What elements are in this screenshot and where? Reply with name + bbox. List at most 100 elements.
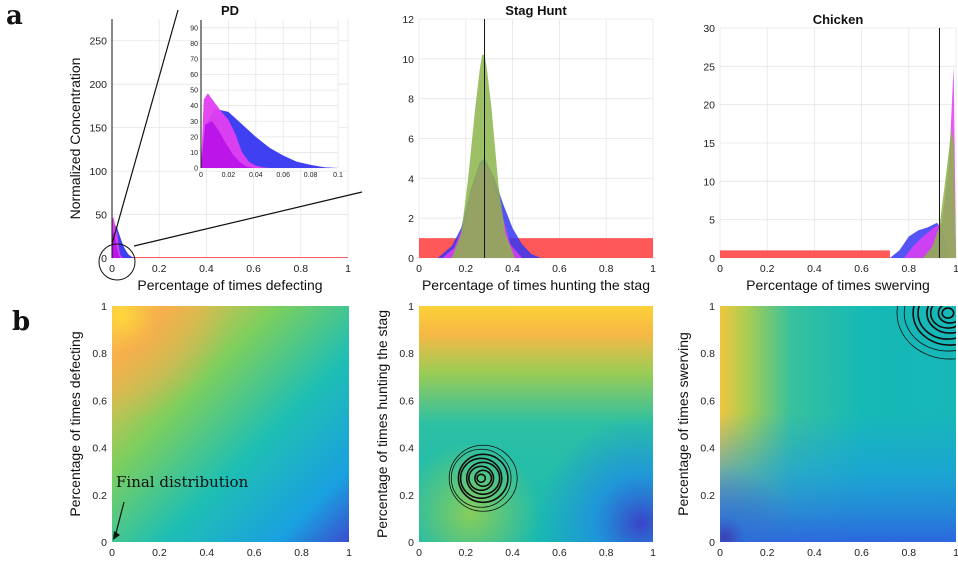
y-axis-label: Percentage of times hunting the stag <box>374 310 390 538</box>
stag-hunt-colormap: 0 0.2 0.4 0.6 0.8 1 0 0.2 0.4 0.6 0.8 1 Percentage o… <box>374 301 656 559</box>
x-tick-label: 0 <box>717 547 723 559</box>
x-tick-label: 0.8 <box>294 547 309 559</box>
y-tick-label: 80 <box>190 41 198 48</box>
chicken-histogram: 0 0.2 0.4 0.6 0.8 1051015202530ChickenPercent… <box>703 12 958 293</box>
y-tick-label: 60 <box>190 72 198 79</box>
y-tick-label: 10 <box>703 176 715 188</box>
y-tick-label: 0 <box>408 253 414 265</box>
contour-line <box>450 448 512 508</box>
x-tick-label: 0 <box>109 263 115 275</box>
x-tick-label: 0.4 <box>199 547 214 559</box>
x-tick-label: 0.2 <box>760 263 775 275</box>
y-tick-label: 150 <box>89 123 107 135</box>
series-2-area <box>201 121 254 168</box>
x-tick-label: 0.8 <box>901 547 916 559</box>
contour-line <box>459 457 503 500</box>
y-tick-label: 50 <box>190 88 198 95</box>
zoom-circle <box>98 243 136 281</box>
y-tick-label: 0.4 <box>92 443 107 455</box>
zoom-connector-top <box>111 9 179 245</box>
contour-line <box>941 307 955 319</box>
contour-line <box>903 306 956 352</box>
contour-rings <box>896 306 956 360</box>
contour-line <box>917 306 956 340</box>
x-tick-label: 0.2 <box>152 263 167 275</box>
y-tick-label: 15 <box>703 138 715 150</box>
x-tick-label: 1 <box>953 547 958 559</box>
y-tick-label: 25 <box>703 61 715 73</box>
y-tick-label: 0.8 <box>92 348 107 360</box>
y-tick-label: 0 <box>101 537 107 549</box>
colormap-layer-2 <box>720 306 956 542</box>
y-tick-label: 10 <box>402 54 414 66</box>
y-tick-label: 1 <box>709 301 715 313</box>
panel-label-b: b <box>12 307 30 337</box>
y-tick-label: 100 <box>89 166 107 178</box>
y-tick-label: 8 <box>408 94 414 106</box>
y-tick-label: 0.6 <box>92 395 107 407</box>
pd-inset: 0 0.02 0.04 0.06 0.08 0.1 0 10 20 30 40 50 60 70 80 90 <box>190 20 343 179</box>
y-tick-label: 90 <box>190 25 198 32</box>
contour-line <box>476 473 487 484</box>
x-tick-label: 0.6 <box>247 547 262 559</box>
series-0-area <box>720 250 890 258</box>
annotation-arrow-head <box>113 531 120 540</box>
chart-title: Stag Hunt <box>505 3 567 18</box>
x-tick-label: 0.08 <box>304 172 318 179</box>
x-tick-label: 0.4 <box>505 263 520 275</box>
y-axis-label: Percentage of times swerving <box>675 332 691 516</box>
chart-title: PD <box>221 3 239 18</box>
x-tick-label: 0 <box>416 547 422 559</box>
x-tick-label: 1 <box>953 263 958 275</box>
x-tick-label: 0 <box>416 263 422 275</box>
contour-line <box>929 306 956 329</box>
chicken-colormap: 0 0.2 0.4 0.6 0.8 1 0 0.2 0.4 0.6 0.8 1 Percentage o… <box>675 301 958 559</box>
x-tick-label: 0.6 <box>552 547 567 559</box>
x-tick-label: 0.4 <box>199 263 214 275</box>
x-tick-label: 1 <box>650 547 656 559</box>
annotation-arrow-line <box>114 501 125 538</box>
x-tick-label: 0.4 <box>807 547 822 559</box>
y-tick-label: 0 <box>709 537 715 549</box>
y-tick-label: 0.8 <box>700 348 715 360</box>
x-tick-label: 1 <box>345 263 351 275</box>
colormap-layer-1 <box>112 306 349 542</box>
y-axis-label: Normalized Concentration <box>67 58 83 220</box>
x-tick-label: 0.06 <box>276 172 290 179</box>
y-tick-label: 10 <box>190 150 198 157</box>
y-tick-label: 0 <box>408 537 414 549</box>
x-tick-label: 0.8 <box>901 263 916 275</box>
x-tick-label: 1 <box>346 547 352 559</box>
y-tick-label: 20 <box>190 134 198 141</box>
y-tick-label: 200 <box>89 79 107 91</box>
contour-line <box>926 306 956 334</box>
x-tick-label: 0.6 <box>854 547 869 559</box>
x-tick-label: 0.2 <box>458 263 473 275</box>
y-tick-label: 0.2 <box>700 490 715 502</box>
contour-line <box>468 465 495 492</box>
contour-line <box>474 469 493 488</box>
contour-line <box>457 453 509 504</box>
x-tick-label: 0.2 <box>458 547 473 559</box>
series-0-area <box>112 257 348 258</box>
y-tick-label: 1 <box>408 301 414 313</box>
series-3-area <box>112 231 121 258</box>
x-tick-label: 0.2 <box>152 547 167 559</box>
contour-line <box>465 461 501 496</box>
x-tick-label: 0.6 <box>854 263 869 275</box>
series-3-area <box>451 54 515 258</box>
x-tick-label: 0.8 <box>599 547 614 559</box>
annotation-text: Final distribution <box>116 473 249 491</box>
x-tick-label: 1 <box>650 263 656 275</box>
x-tick-label: 0 <box>717 263 723 275</box>
y-tick-label: 2 <box>408 213 414 225</box>
x-tick-label: 0.8 <box>293 263 308 275</box>
x-tick-label: 0 <box>199 172 203 179</box>
x-tick-label: 0 <box>109 547 115 559</box>
y-tick-label: 0.2 <box>399 490 414 502</box>
zoom-connector-bottom <box>133 191 363 247</box>
y-tick-label: 4 <box>408 173 414 185</box>
y-tick-label: 12 <box>402 14 414 26</box>
y-tick-label: 1 <box>101 301 107 313</box>
pd-colormap: 0 0.2 0.4 0.6 0.8 1 0 0.2 0.4 0.6 0.8 1 Percentage o… <box>67 301 352 559</box>
